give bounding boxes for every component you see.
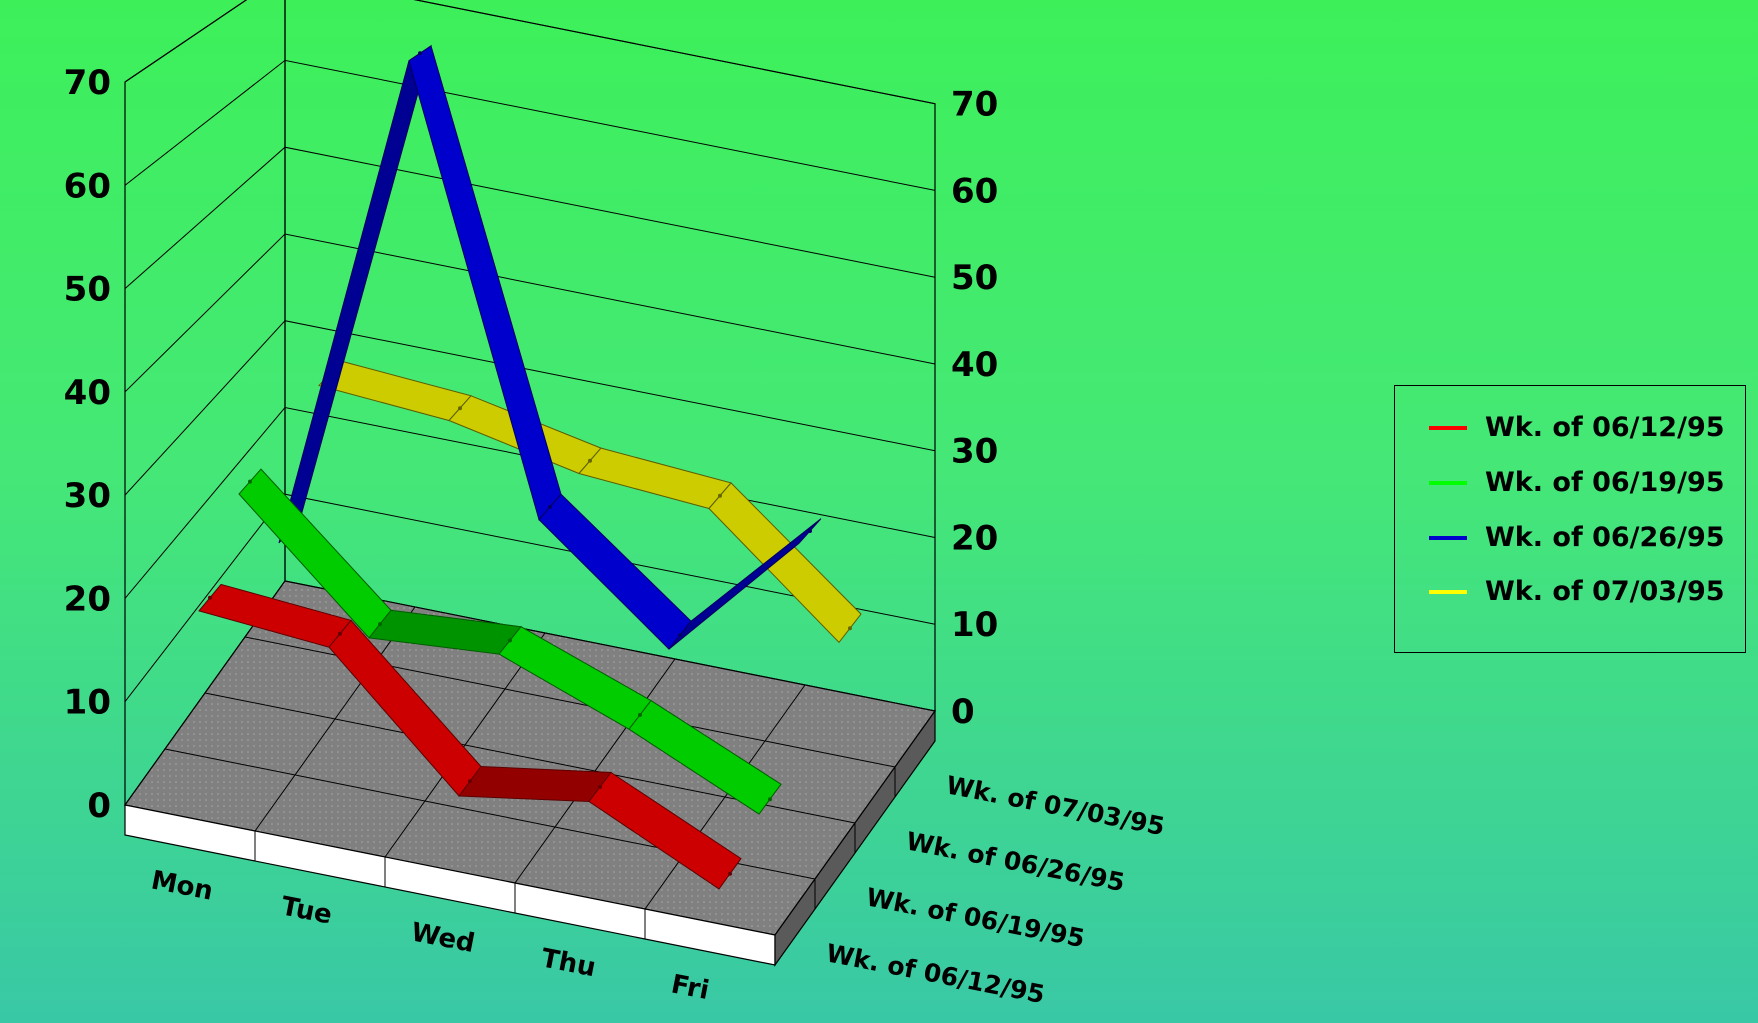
data-point-3-3 [718,493,722,498]
data-point-2-2 [548,504,552,509]
gridline [124,59,936,191]
y-tick-label-left: 40 [64,373,111,413]
legend-swatch-3 [1429,590,1467,594]
data-point-1-2 [508,638,512,643]
data-point-1-4 [768,797,772,802]
y-tick-label-right: 40 [951,345,998,385]
y-tick-label-right: 20 [951,518,998,558]
y-tick-label-right: 70 [951,85,998,125]
legend-swatch-1 [1429,481,1467,485]
data-point-2-3 [678,633,682,638]
y-tick-label-left: 10 [64,683,111,723]
gridline [124,146,936,289]
y-tick-label-left: 0 [87,786,111,826]
gridline [124,0,936,105]
gridline [124,320,936,496]
legend-label: Wk. of 07/03/95 [1485,576,1725,607]
gridline [124,233,936,393]
x-tick-label: Tue [279,891,335,930]
y-tick-label-left: 70 [64,63,111,103]
legend: Wk. of 06/12/95 Wk. of 06/19/95 Wk. of 0… [1394,385,1746,653]
y-tick-label-right: 30 [951,432,998,472]
y-tick-label-left: 50 [64,270,111,310]
depth-tick-label: Wk. of 06/26/95 [904,826,1127,897]
legend-item: Wk. of 06/26/95 [1395,518,1745,558]
series-segment-2-2 [538,493,692,650]
series-segment-0-3 [588,771,742,890]
legend-label: Wk. of 06/26/95 [1485,522,1725,553]
data-point-3-4 [848,626,852,631]
series-segment-2-1 [408,45,562,521]
data-point-1-0 [248,479,252,484]
x-tick-label: Wed [409,917,478,959]
data-point-3-1 [458,406,462,411]
legend-item: Wk. of 06/19/95 [1395,463,1745,503]
depth-tick-label: Wk. of 07/03/95 [944,770,1167,841]
data-point-3-2 [588,458,592,463]
y-tick-label-right: 60 [951,171,998,211]
legend-item: Wk. of 06/12/95 [1395,408,1745,448]
legend-label: Wk. of 06/12/95 [1485,412,1725,443]
data-point-1-1 [378,622,382,627]
data-point-0-3 [598,785,602,789]
series-segment-3-3 [708,482,862,644]
y-tick-label-right: 50 [951,258,998,298]
gridline [124,493,936,703]
legend-item: Wk. of 07/03/95 [1395,572,1745,612]
x-tick-label: Thu [539,943,598,983]
data-point-2-4 [808,529,812,533]
data-point-1-3 [638,712,642,717]
series-segment-1-3 [628,699,782,815]
y-tick-label-right: 0 [951,692,975,732]
y-tick-label-right: 10 [951,605,998,645]
x-tick-label: Fri [669,969,712,1006]
y-tick-label-left: 20 [64,579,111,619]
data-point-0-4 [728,871,732,876]
depth-tick-label: Wk. of 06/19/95 [864,882,1087,953]
series-segment-3-2 [578,447,732,510]
series-segment-2-0 [278,44,432,544]
y-tick-label-left: 30 [64,476,111,516]
x-tick-label: Mon [149,865,216,906]
y-tick-label-left: 60 [64,166,111,206]
legend-swatch-2 [1429,536,1467,540]
data-point-0-0 [208,595,212,600]
series-segment-2-3 [668,518,822,650]
data-point-2-1 [418,51,422,56]
series-segment-0-2 [458,765,612,803]
legend-swatch-0 [1429,426,1467,430]
depth-tick-label: Wk. of 06/12/95 [824,938,1047,1009]
data-point-0-2 [468,779,472,784]
legend-label: Wk. of 06/19/95 [1485,467,1725,498]
data-point-0-1 [338,631,342,636]
